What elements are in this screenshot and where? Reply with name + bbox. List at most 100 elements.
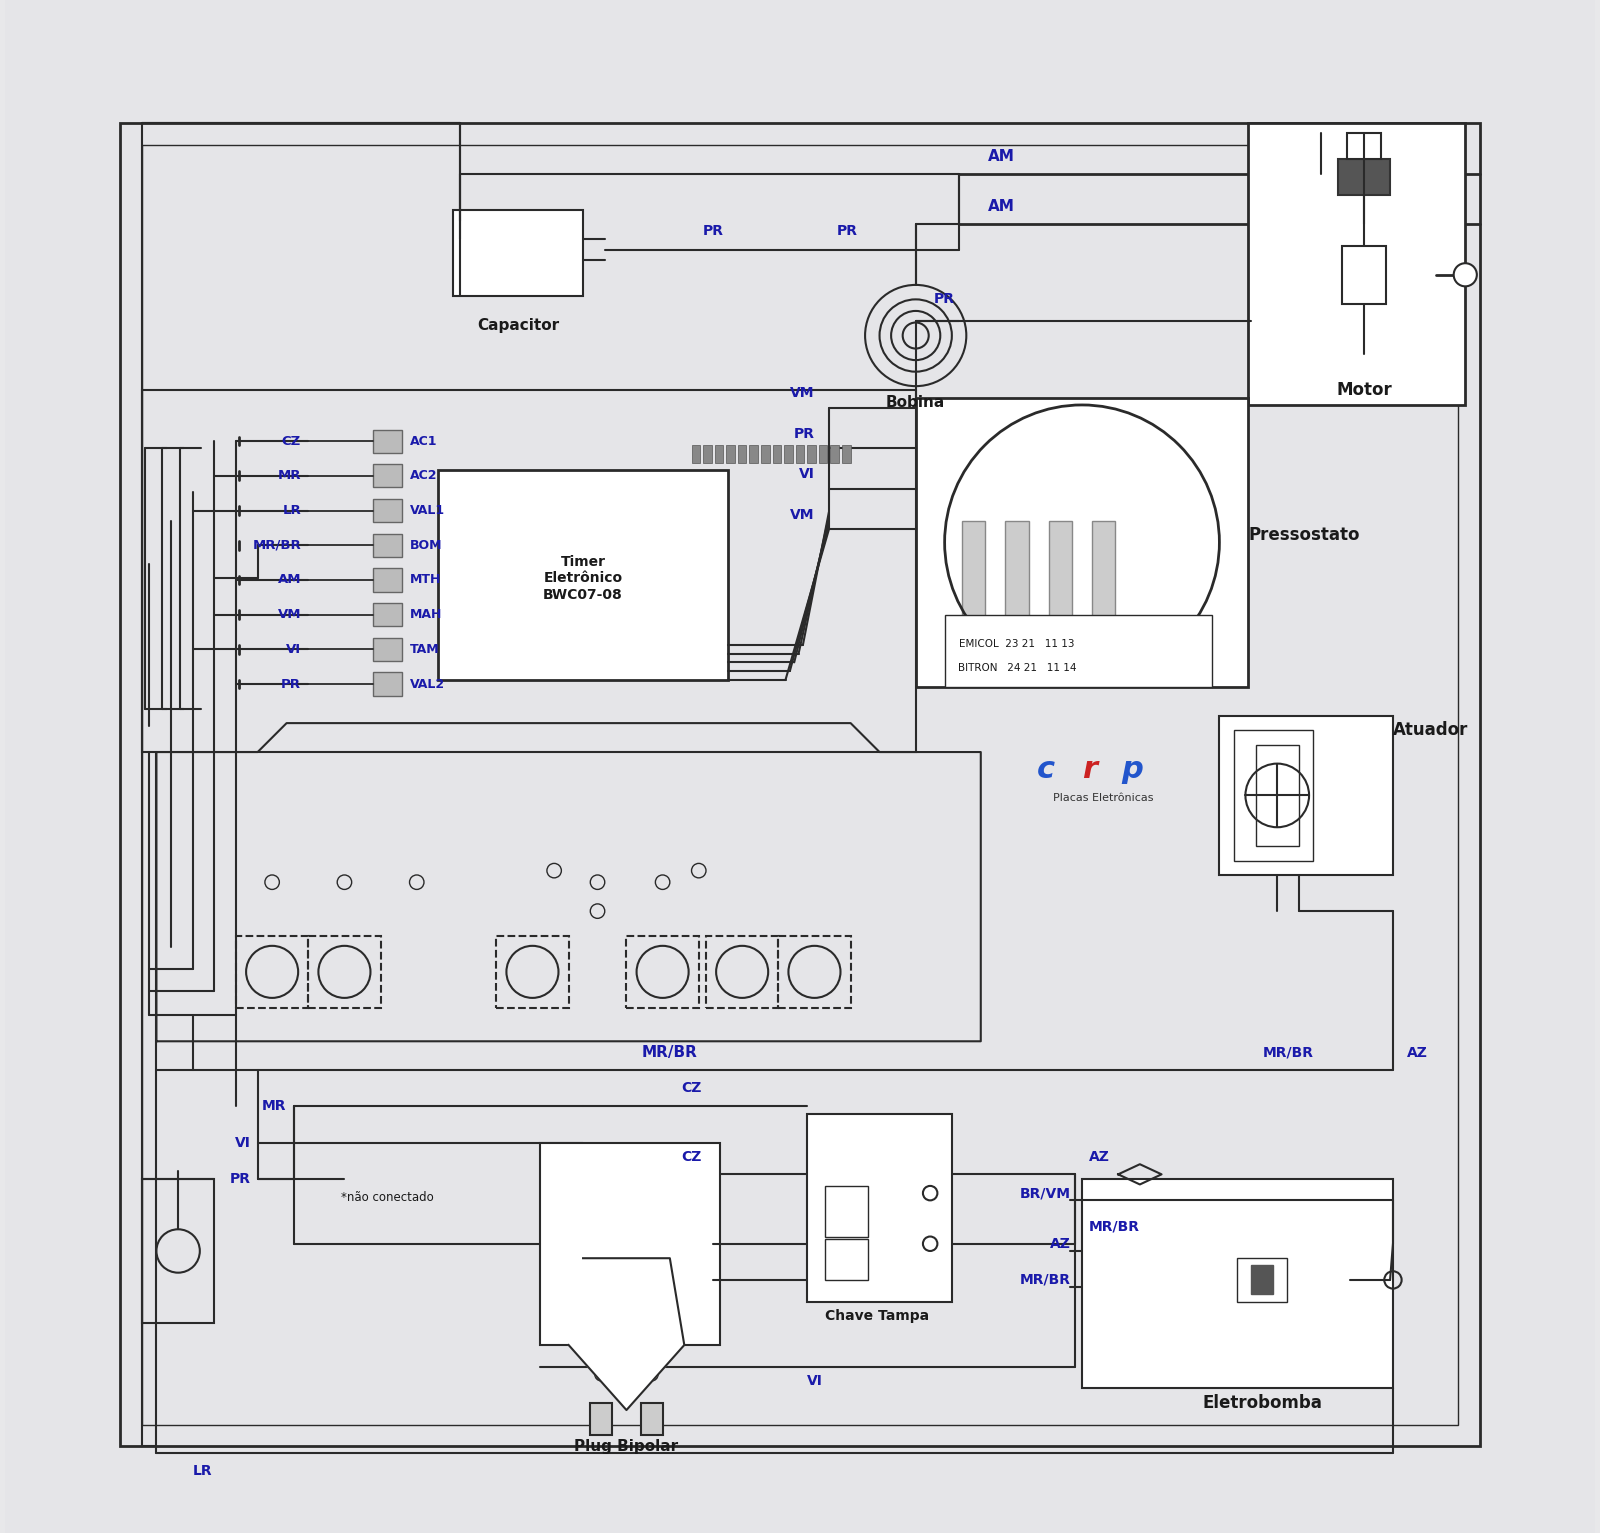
Circle shape — [1454, 264, 1477, 287]
Bar — [819, 446, 827, 463]
Bar — [1082, 1179, 1394, 1389]
Bar — [373, 464, 402, 487]
Text: Plug Bipolar: Plug Bipolar — [574, 1439, 678, 1453]
Bar — [453, 210, 582, 296]
Polygon shape — [568, 1259, 685, 1410]
Bar — [915, 397, 1248, 687]
Text: MR: MR — [277, 469, 301, 483]
Text: VI: VI — [798, 468, 814, 481]
Bar — [590, 1403, 611, 1435]
Bar — [830, 446, 838, 463]
Bar — [1237, 1259, 1288, 1302]
Bar — [808, 1113, 952, 1302]
Bar — [824, 1239, 867, 1280]
Text: Capacitor: Capacitor — [477, 317, 558, 333]
Bar — [1338, 159, 1390, 195]
Bar — [824, 1187, 867, 1237]
Text: BOM: BOM — [410, 538, 442, 552]
Bar — [808, 446, 816, 463]
Text: CZ: CZ — [282, 434, 301, 448]
Text: Bobina: Bobina — [886, 394, 946, 409]
Bar — [309, 935, 381, 1009]
Text: AM: AM — [277, 573, 301, 587]
Text: MR/BR: MR/BR — [1262, 1046, 1314, 1059]
Text: VI: VI — [235, 1136, 251, 1150]
Bar — [1256, 745, 1299, 846]
Text: AC2: AC2 — [410, 469, 437, 483]
Text: TAM: TAM — [410, 642, 438, 656]
Bar — [706, 935, 778, 1009]
Text: Placas Eletrônicas: Placas Eletrônicas — [1053, 793, 1154, 803]
Text: r: r — [1082, 754, 1096, 783]
Bar — [773, 446, 781, 463]
Text: Pressostato: Pressostato — [1248, 526, 1360, 544]
Bar — [702, 446, 712, 463]
Bar — [438, 471, 728, 679]
Text: Timer
Eletrônico
BWC07-08: Timer Eletrônico BWC07-08 — [542, 555, 622, 601]
Bar — [1342, 245, 1386, 304]
Bar — [795, 446, 805, 463]
Bar — [784, 446, 792, 463]
Bar — [749, 446, 758, 463]
Text: Chave Tampa: Chave Tampa — [824, 1309, 928, 1323]
Text: BR/VM: BR/VM — [1019, 1187, 1070, 1200]
Bar — [1219, 716, 1394, 875]
Text: PR: PR — [282, 678, 301, 690]
Text: Atuador: Atuador — [1394, 722, 1469, 739]
Text: VI: VI — [286, 642, 301, 656]
Bar — [1048, 521, 1072, 622]
Text: VM: VM — [790, 507, 814, 521]
Text: MR/BR: MR/BR — [1090, 1219, 1141, 1234]
Bar — [842, 446, 851, 463]
Bar — [120, 123, 1480, 1446]
Text: VM: VM — [790, 386, 814, 400]
Text: AZ: AZ — [1408, 1046, 1429, 1059]
Text: MR/BR: MR/BR — [642, 1046, 698, 1061]
Text: Eletrobomba: Eletrobomba — [1203, 1393, 1323, 1412]
Text: PR: PR — [934, 293, 955, 307]
Bar — [738, 446, 747, 463]
Text: MTH: MTH — [410, 573, 442, 587]
Bar — [726, 446, 734, 463]
Bar — [1248, 123, 1466, 405]
Bar — [691, 446, 701, 463]
Bar — [1347, 133, 1381, 159]
Bar — [373, 533, 402, 556]
Bar — [235, 935, 309, 1009]
Text: VAL2: VAL2 — [410, 678, 445, 690]
Bar — [1251, 1265, 1274, 1294]
Bar — [373, 569, 402, 592]
Bar — [962, 521, 986, 622]
Text: Motor: Motor — [1336, 382, 1392, 400]
Text: VM: VM — [277, 609, 301, 621]
Text: AZ: AZ — [1090, 1150, 1110, 1164]
Bar — [642, 1403, 662, 1435]
Text: AZ: AZ — [1050, 1237, 1070, 1251]
Text: EMICOL  23 21   11 13: EMICOL 23 21 11 13 — [958, 639, 1075, 648]
Text: c: c — [1037, 754, 1054, 783]
Text: PR: PR — [837, 224, 858, 239]
Bar — [762, 446, 770, 463]
Text: BITRON   24 21   11 14: BITRON 24 21 11 14 — [958, 664, 1077, 673]
Bar — [1234, 730, 1314, 860]
Bar — [496, 935, 568, 1009]
Text: AM: AM — [989, 149, 1014, 164]
Bar — [778, 935, 851, 1009]
Text: PR: PR — [229, 1171, 251, 1185]
Text: VAL1: VAL1 — [410, 504, 445, 517]
Bar — [373, 638, 402, 661]
Bar — [1093, 521, 1115, 622]
Text: MR/BR: MR/BR — [253, 538, 301, 552]
Text: AC1: AC1 — [410, 434, 437, 448]
Text: LR: LR — [192, 1464, 213, 1478]
Bar — [142, 144, 1458, 1424]
Bar — [373, 498, 402, 523]
Text: MAH: MAH — [410, 609, 442, 621]
Bar — [142, 1179, 214, 1323]
Bar — [1005, 521, 1029, 622]
Text: PR: PR — [794, 426, 814, 442]
Text: p: p — [1122, 754, 1144, 783]
Bar — [373, 673, 402, 696]
Text: VI: VI — [806, 1374, 822, 1389]
Text: CZ: CZ — [682, 1081, 702, 1095]
